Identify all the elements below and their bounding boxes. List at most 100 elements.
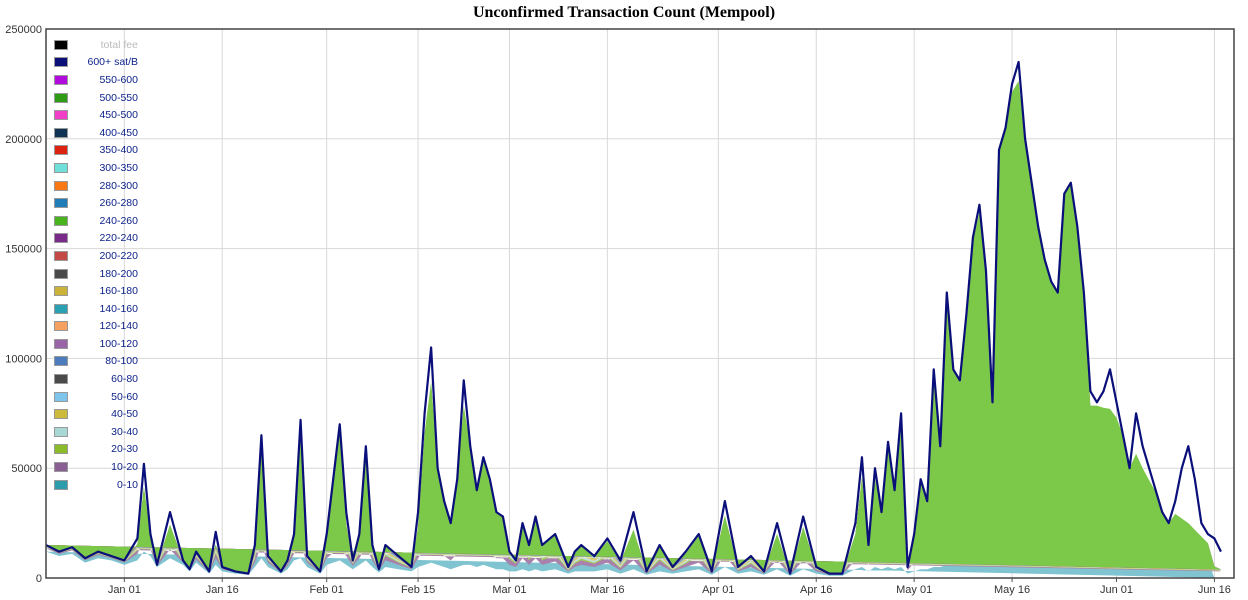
legend-label: 0-10 [116, 478, 138, 491]
chart-title: Unconfirmed Transaction Count (Mempool) [472, 4, 776, 21]
legend-label: 500-550 [99, 91, 138, 104]
legend-swatch [54, 338, 68, 349]
legend-label: total fee [100, 38, 138, 51]
x-tick-label: Feb 15 [401, 584, 435, 596]
legend-swatch [54, 426, 68, 437]
legend-label: 550-600 [99, 73, 138, 86]
legend-swatch [54, 479, 68, 490]
y-tick-label: 250000 [5, 24, 42, 36]
legend-label: 240-260 [99, 214, 138, 227]
legend-item[interactable]: 220-240 [54, 230, 138, 248]
legend-item[interactable]: 120-140 [54, 318, 138, 336]
x-tick-label: Apr 16 [800, 584, 832, 596]
legend-item[interactable]: 300-350 [54, 159, 138, 177]
legend-swatch [54, 286, 68, 297]
legend-item[interactable]: 400-450 [54, 124, 138, 142]
legend-item[interactable]: 450-500 [54, 106, 138, 124]
legend-swatch [54, 233, 68, 244]
legend-item[interactable]: 240-260 [54, 212, 138, 230]
area-0-10 [46, 551, 1221, 578]
legend-swatch [54, 321, 68, 332]
legend-label: 140-160 [99, 302, 138, 315]
y-tick-label: 50000 [11, 463, 42, 475]
legend-item[interactable]: 260-280 [54, 194, 138, 212]
legend-item[interactable]: 180-200 [54, 265, 138, 283]
legend-label: 100-120 [99, 337, 138, 350]
legend-label: 350-400 [99, 144, 138, 157]
plot-border [45, 28, 1235, 579]
legend-item[interactable]: 200-220 [54, 247, 138, 265]
legend-swatch [54, 180, 68, 191]
legend-label: 80-100 [105, 355, 138, 368]
legend-label: 400-450 [99, 126, 138, 139]
x-tick-label: May 16 [994, 584, 1030, 596]
legend-swatch [54, 74, 68, 85]
legend-label: 220-240 [99, 232, 138, 245]
legend-swatch [54, 39, 68, 50]
legend-label: 450-500 [99, 109, 138, 122]
x-tick-label: Jun 01 [1100, 584, 1133, 596]
legend-item[interactable]: 30-40 [54, 423, 138, 441]
x-tick-label: Jan 16 [206, 584, 239, 596]
legend-item[interactable]: 500-550 [54, 89, 138, 107]
legend-label: 180-200 [99, 267, 138, 280]
legend-swatch [54, 110, 68, 121]
x-tick-label: Mar 16 [590, 584, 624, 596]
stacked-areas [46, 81, 1221, 578]
legend-item[interactable]: total fee [54, 36, 138, 54]
y-tick-label: 150000 [5, 244, 42, 256]
legend-swatch [54, 303, 68, 314]
legend-item[interactable]: 100-120 [54, 335, 138, 353]
legend-item[interactable]: 60-80 [54, 370, 138, 388]
legend-item[interactable]: 600+ sat/B [54, 54, 138, 72]
legend-item[interactable]: 550-600 [54, 71, 138, 89]
legend-swatch [54, 356, 68, 367]
legend-label: 160-180 [99, 285, 138, 298]
legend-label: 300-350 [99, 161, 138, 174]
legend-item[interactable]: 40-50 [54, 405, 138, 423]
legend-item[interactable]: 0-10 [54, 476, 138, 494]
legend-label: 50-60 [111, 390, 138, 403]
legend-label: 200-220 [99, 249, 138, 262]
total-series-line [45, 60, 1222, 575]
legend-item[interactable]: 50-60 [54, 388, 138, 406]
legend-label: 600+ sat/B [87, 56, 139, 69]
legend-label: 40-50 [111, 408, 138, 421]
legend-item[interactable]: 280-300 [54, 177, 138, 195]
legend-swatch [54, 462, 68, 473]
legend-label: 120-140 [99, 320, 138, 333]
legend-label: 60-80 [111, 373, 138, 386]
legend-swatch [54, 57, 68, 68]
legend-label: 20-30 [111, 443, 138, 456]
legend-item[interactable]: 20-30 [54, 441, 138, 459]
legend-item[interactable]: 160-180 [54, 282, 138, 300]
legend-label: 30-40 [111, 425, 138, 438]
legend-swatch [54, 92, 68, 103]
legend-swatch [54, 444, 68, 455]
legend-swatch [54, 250, 68, 261]
legend-swatch [54, 162, 68, 173]
legend-swatch [54, 391, 68, 402]
legend-item[interactable]: 350-400 [54, 142, 138, 160]
x-tick-label: Apr 01 [702, 584, 734, 596]
legend-swatch [54, 215, 68, 226]
x-tick-label: May 01 [896, 584, 932, 596]
legend: total fee 600+ sat/B 550-600 500-550 450-500… [54, 36, 138, 493]
x-tick-label: Feb 01 [310, 584, 344, 596]
legend-label: 260-280 [99, 197, 138, 210]
x-tick-label: Jun 16 [1198, 584, 1231, 596]
y-tick-label: 0 [36, 573, 42, 585]
x-tick-label: Jan 01 [108, 584, 141, 596]
legend-label: 280-300 [99, 179, 138, 192]
legend-item[interactable]: 10-20 [54, 458, 138, 476]
legend-swatch [54, 409, 68, 420]
legend-swatch [54, 268, 68, 279]
legend-swatch [54, 198, 68, 209]
legend-label: 10-20 [111, 461, 138, 474]
legend-item[interactable]: 140-160 [54, 300, 138, 318]
axes: 0 50000 100000 150000 200000 250000 Jan 01 Jan … [5, 24, 1235, 596]
legend-swatch [54, 374, 68, 385]
legend-swatch [54, 145, 68, 156]
legend-item[interactable]: 80-100 [54, 353, 138, 371]
